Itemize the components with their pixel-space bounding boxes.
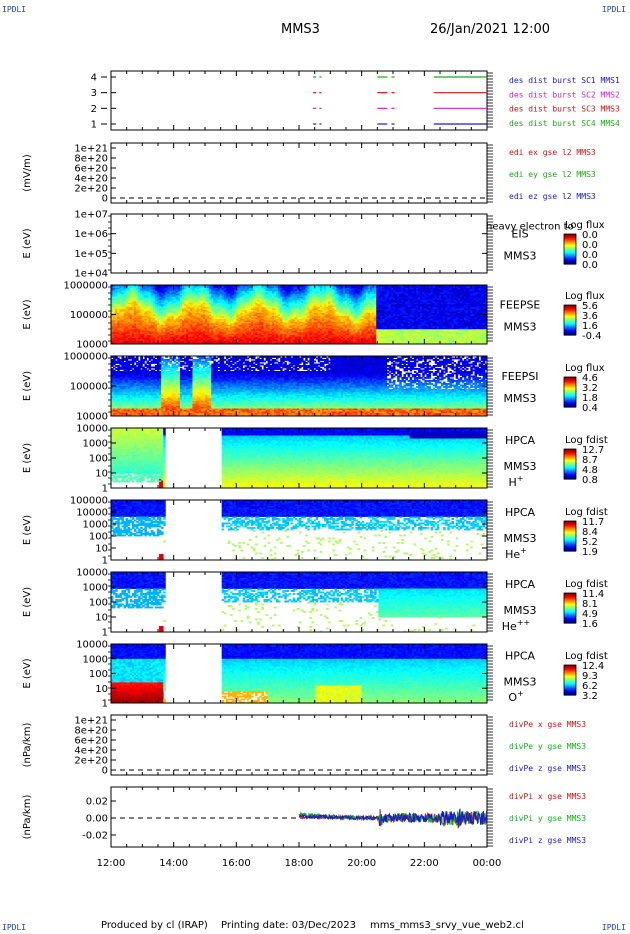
figure-canvas: 4 3 2 1 des dist burst SC1 MMS1 des dist burs… <box>0 0 630 934</box>
burst-legend-entry: des dist burst SC2 MMS2 <box>509 90 620 99</box>
burst-legend-entry: des dist burst SC1 MMS1 <box>509 76 620 85</box>
eis-frame <box>111 214 487 273</box>
edi-frame <box>111 143 487 203</box>
edi-axes <box>111 143 487 203</box>
burst-axes <box>111 71 487 130</box>
burst-legend-entry: des dist burst SC4 MMS4 <box>509 119 620 128</box>
eis-ytick-label: 1e+05 <box>74 249 108 260</box>
eis-ytick-label: 1e+04 <box>74 269 108 280</box>
edi-legend-entry: edi ez gse l2 MMS3 <box>509 192 596 201</box>
feepse-spectrogram <box>111 285 487 344</box>
burst-ytick-label: 4 <box>91 73 97 84</box>
burst-ytick-label: 2 <box>91 104 97 115</box>
edi-ylabel: (mV/m) <box>22 154 33 192</box>
eis-overlay-text: heavy electron to <box>486 222 574 233</box>
burst-ytick-label: 3 <box>91 88 97 99</box>
burst-legend-entry: des dist burst SC3 MMS3 <box>509 105 620 114</box>
eis-spacecraft-label: MMS3 <box>504 250 537 263</box>
edi-ytick-label: 0 <box>102 194 108 205</box>
eis-ytick-label: 1e+07 <box>74 210 108 221</box>
edi-legend-entry: edi ey gse l2 MMS3 <box>509 170 596 179</box>
edi-legend-entry: edi ex gse l2 MMS3 <box>509 148 596 157</box>
eis-ytick-label: 1e+06 <box>74 229 108 240</box>
eis-ylabel: E (eV) <box>22 228 33 258</box>
eis-axes <box>111 214 487 273</box>
burst-ytick-label: 1 <box>91 120 97 131</box>
eis-colorbar-tick: 0.0 <box>582 260 598 271</box>
burst-frame <box>111 71 487 130</box>
